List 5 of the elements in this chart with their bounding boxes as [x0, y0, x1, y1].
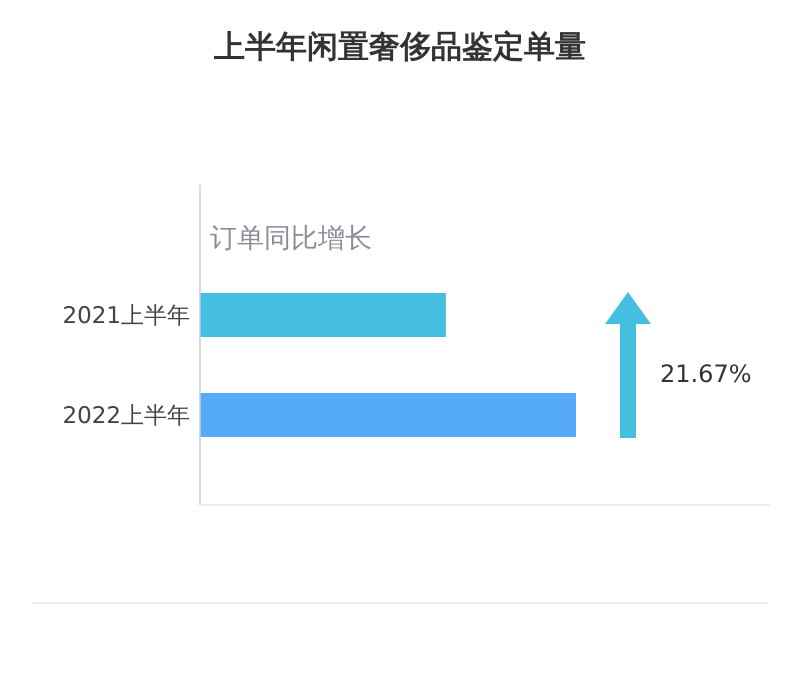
chart-title: 上半年闲置奢侈品鉴定单量 — [213, 29, 586, 65]
text: 21.67% — [660, 360, 752, 388]
y-tick-label: 2021上半年 — [62, 303, 190, 329]
y-tick-label: 2022上半年 — [62, 403, 190, 429]
annotation: 订单同比增长 — [210, 223, 372, 254]
